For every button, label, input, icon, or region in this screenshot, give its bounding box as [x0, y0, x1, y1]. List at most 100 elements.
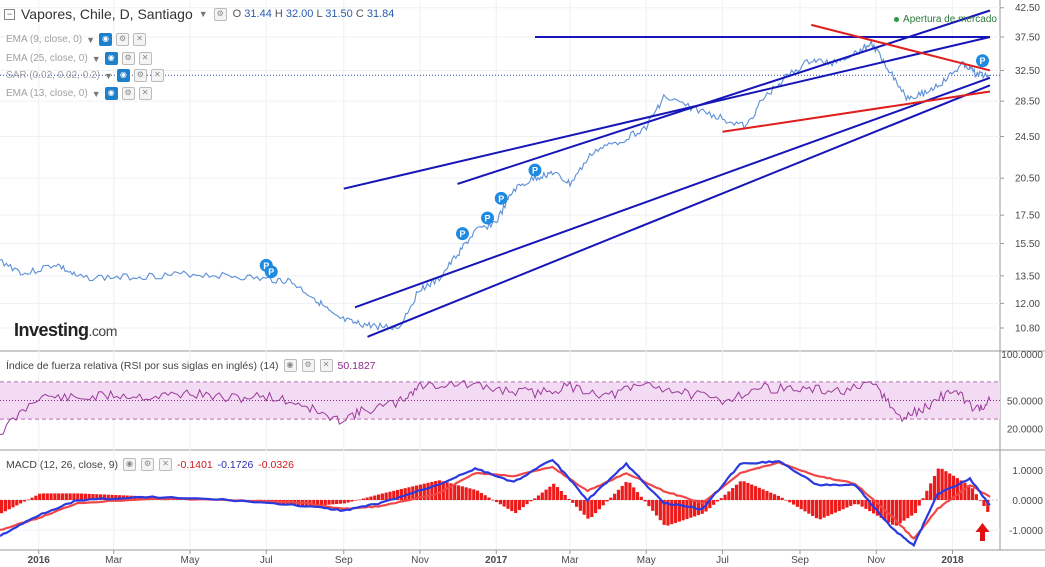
dividend-marker-glyph: P	[268, 267, 274, 277]
x-tick-label: Mar	[561, 555, 579, 566]
chevron-down-icon[interactable]: ▼	[103, 70, 113, 81]
macd-histogram-bar	[677, 500, 681, 522]
macd-histogram-bar	[780, 497, 784, 500]
macd-histogram-bar	[772, 494, 777, 500]
macd-histogram-bar	[342, 500, 346, 504]
dividend-marker[interactable]	[264, 265, 278, 279]
blue-trendline-3[interactable]	[457, 9, 991, 185]
settings-icon[interactable]: ⚙	[116, 33, 130, 46]
macd-histogram-bar	[635, 492, 640, 500]
close-icon[interactable]: ✕	[319, 359, 333, 372]
macd-histogram-bar	[87, 493, 91, 500]
eye-icon[interactable]: ◉	[283, 359, 297, 372]
macd-histogram-bar	[110, 494, 114, 500]
blue-trendline-1[interactable]	[354, 76, 991, 309]
macd-tick-label: 0.0000	[1012, 496, 1043, 507]
close-icon[interactable]: ✕	[159, 458, 173, 471]
indicator-row-sar[interactable]: SAR (0.02, 0.02, 0.2) ▼ ◉ ⚙ ✕	[6, 69, 164, 82]
macd-histogram-bar	[799, 500, 803, 510]
macd-histogram-bar	[974, 494, 978, 500]
macd-histogram-bar	[76, 493, 80, 500]
macd-histogram-bar	[83, 493, 87, 500]
settings-icon[interactable]: ⚙	[121, 52, 135, 65]
market-status: Apertura de mercado	[894, 14, 997, 25]
macd-histogram-bar	[963, 482, 967, 500]
settings-icon[interactable]: ⚙	[213, 7, 227, 21]
dividend-marker[interactable]	[528, 163, 542, 177]
macd-histogram-bar	[616, 489, 621, 500]
macd-histogram-bar	[696, 500, 701, 516]
x-tick-label: May	[181, 555, 200, 566]
close-icon[interactable]: ✕	[150, 69, 164, 82]
settings-icon[interactable]: ⚙	[301, 359, 315, 372]
macd-histogram-bar	[639, 496, 643, 500]
macd-histogram-bar	[376, 494, 381, 500]
macd-histogram-bar	[529, 500, 533, 502]
chevron-down-icon[interactable]: ▼	[91, 53, 101, 64]
red-trendline-6[interactable]	[811, 23, 991, 72]
indicator-label: EMA (25, close, 0)	[6, 53, 88, 64]
price-tick-label: 13.50	[1015, 271, 1040, 282]
eye-icon[interactable]: ◉	[104, 87, 118, 100]
red-trendline-5[interactable]	[722, 90, 991, 133]
macd-histogram-bar	[613, 493, 617, 500]
macd-label: MACD (12, 26, close, 9)	[6, 458, 119, 471]
collapse-icon[interactable]: −	[4, 8, 15, 20]
blue-trendline-2[interactable]	[367, 84, 991, 338]
eye-icon[interactable]: ◉	[123, 458, 137, 471]
macd-histogram-bar	[15, 500, 19, 506]
macd-histogram-bar	[338, 500, 343, 504]
blue-trendline-0[interactable]	[343, 36, 991, 190]
settings-icon[interactable]: ⚙	[141, 458, 155, 471]
settings-icon[interactable]: ⚙	[133, 69, 147, 82]
close-icon[interactable]: ✕	[138, 87, 152, 100]
macd-histogram-bar	[753, 486, 758, 500]
indicator-row-ema13[interactable]: EMA (13, close, 0) ▼ ◉ ⚙ ✕	[6, 87, 152, 100]
x-tick-label: Nov	[867, 555, 885, 566]
chevron-down-icon[interactable]: ▼	[86, 34, 96, 45]
price-tick-label: 15.50	[1015, 239, 1040, 250]
indicator-row-ema9[interactable]: EMA (9, close, 0) ▼ ◉ ⚙ ✕	[6, 33, 147, 46]
macd-histogram-bar	[548, 486, 552, 500]
macd-histogram-bar	[849, 500, 853, 506]
macd-histogram-bar	[53, 493, 57, 500]
chevron-down-icon[interactable]: ▼	[91, 88, 101, 99]
macd-histogram-bar	[921, 498, 925, 500]
chevron-down-icon[interactable]: ▼	[198, 9, 208, 19]
dividend-marker[interactable]	[481, 211, 494, 225]
macd-histogram-bar	[594, 500, 598, 514]
histogram-value: -0.0326	[258, 458, 294, 471]
macd-histogram-bar	[986, 500, 990, 512]
open-value: 31.44	[244, 8, 272, 20]
indicator-label: EMA (9, close, 0)	[6, 34, 83, 45]
macd-histogram-bar	[795, 500, 800, 507]
dividend-marker-glyph: P	[263, 261, 269, 271]
dividend-marker[interactable]	[456, 227, 469, 241]
settings-icon[interactable]: ⚙	[121, 87, 135, 100]
indicator-row-ema25[interactable]: EMA (25, close, 0) ▼ ◉ ⚙ ✕	[6, 52, 152, 65]
close-icon[interactable]: ✕	[133, 33, 147, 46]
dividend-marker-glyph: P	[532, 166, 538, 176]
macd-tick-label: 1.0000	[1012, 466, 1043, 477]
macd-histogram-bar	[380, 493, 384, 500]
close-icon[interactable]: ✕	[138, 52, 152, 65]
logo-suffix: .com	[88, 323, 118, 339]
dividend-marker[interactable]	[494, 191, 508, 205]
eye-icon[interactable]: ◉	[104, 52, 118, 65]
macd-histogram-bar	[662, 500, 666, 525]
eye-icon[interactable]: ◉	[99, 33, 113, 46]
macd-line	[0, 458, 991, 548]
macd-histogram-bar	[936, 468, 940, 500]
macd-histogram-bar	[426, 482, 430, 500]
dividend-marker[interactable]	[976, 54, 989, 68]
macd-histogram-bar	[22, 500, 27, 502]
eye-icon[interactable]: ◉	[116, 69, 130, 82]
macd-histogram-bar	[0, 500, 4, 514]
macd-histogram-bar	[666, 500, 670, 526]
macd-histogram-bar	[970, 488, 975, 500]
macd-histogram-bar	[654, 500, 659, 516]
macd-histogram-bar	[578, 500, 582, 511]
macd-histogram-bar	[327, 500, 331, 505]
macd-histogram-bar	[875, 500, 879, 516]
